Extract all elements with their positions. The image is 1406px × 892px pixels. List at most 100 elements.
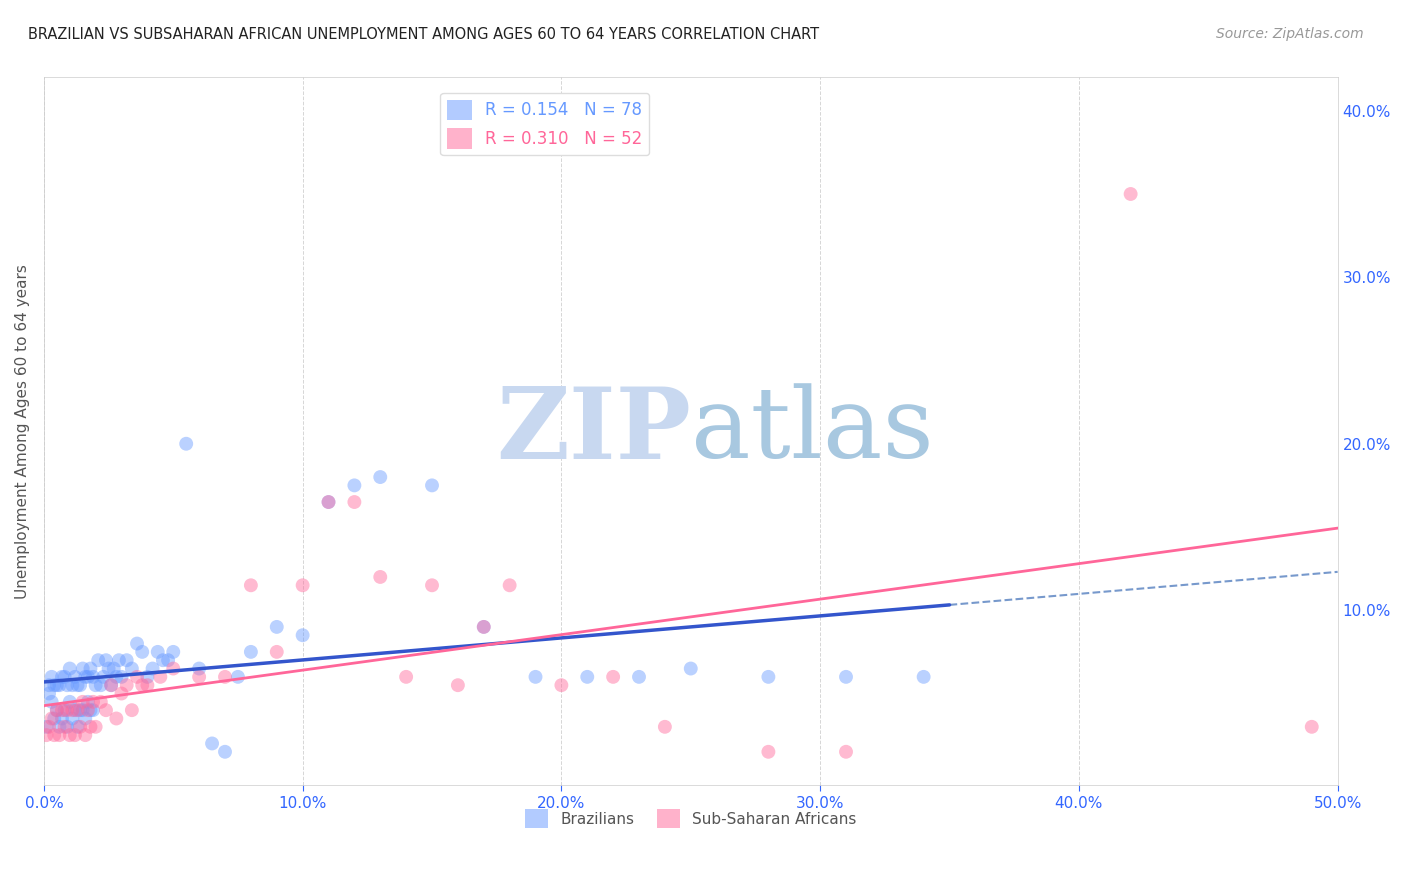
- Point: [679, 661, 702, 675]
- Point: [115, 678, 138, 692]
- Point: [201, 736, 224, 750]
- Point: [93, 670, 115, 684]
- Point: [60, 703, 83, 717]
- Text: Source: ZipAtlas.com: Source: ZipAtlas.com: [1216, 27, 1364, 41]
- Point: [69, 703, 91, 717]
- Text: atlas: atlas: [690, 384, 934, 479]
- Point: [103, 661, 125, 675]
- Point: [69, 678, 91, 692]
- Point: [912, 670, 935, 684]
- Point: [41, 711, 63, 725]
- Point: [53, 720, 76, 734]
- Point: [48, 678, 70, 692]
- Point: [72, 661, 94, 675]
- Point: [550, 678, 572, 692]
- Point: [125, 636, 148, 650]
- Point: [90, 695, 112, 709]
- Point: [41, 670, 63, 684]
- Point: [239, 578, 262, 592]
- Point: [108, 653, 131, 667]
- Point: [79, 720, 101, 734]
- Point: [75, 670, 97, 684]
- Point: [343, 478, 366, 492]
- Point: [63, 703, 86, 717]
- Point: [1301, 720, 1323, 734]
- Y-axis label: Unemployment Among Ages 60 to 64 years: Unemployment Among Ages 60 to 64 years: [15, 264, 30, 599]
- Point: [51, 670, 73, 684]
- Point: [66, 703, 89, 717]
- Point: [149, 670, 172, 684]
- Point: [56, 720, 79, 734]
- Point: [77, 670, 100, 684]
- Point: [44, 711, 66, 725]
- Point: [44, 678, 66, 692]
- Point: [84, 678, 107, 692]
- Point: [266, 620, 288, 634]
- Point: [602, 670, 624, 684]
- Point: [45, 703, 67, 717]
- Point: [152, 653, 174, 667]
- Point: [59, 661, 82, 675]
- Point: [38, 678, 60, 692]
- Point: [56, 678, 79, 692]
- Point: [131, 645, 153, 659]
- Point: [59, 728, 82, 742]
- Point: [131, 678, 153, 692]
- Point: [110, 670, 132, 684]
- Point: [498, 578, 520, 592]
- Point: [45, 678, 67, 692]
- Point: [97, 661, 120, 675]
- Point: [654, 720, 676, 734]
- Point: [48, 728, 70, 742]
- Point: [291, 628, 314, 642]
- Point: [53, 703, 76, 717]
- Point: [115, 653, 138, 667]
- Point: [82, 703, 104, 717]
- Point: [758, 745, 780, 759]
- Legend: Brazilians, Sub-Saharan Africans: Brazilians, Sub-Saharan Africans: [519, 803, 863, 834]
- Point: [174, 436, 197, 450]
- Point: [105, 670, 128, 684]
- Point: [60, 711, 83, 725]
- Point: [105, 711, 128, 725]
- Point: [51, 711, 73, 725]
- Text: BRAZILIAN VS SUBSAHARAN AFRICAN UNEMPLOYMENT AMONG AGES 60 TO 64 YEARS CORRELATI: BRAZILIAN VS SUBSAHARAN AFRICAN UNEMPLOY…: [28, 27, 820, 42]
- Point: [75, 711, 97, 725]
- Point: [82, 670, 104, 684]
- Point: [214, 670, 236, 684]
- Point: [63, 670, 86, 684]
- Point: [627, 670, 650, 684]
- Point: [44, 728, 66, 742]
- Point: [121, 661, 143, 675]
- Point: [136, 678, 159, 692]
- Point: [94, 653, 117, 667]
- Point: [59, 695, 82, 709]
- Point: [110, 686, 132, 700]
- Point: [162, 661, 184, 675]
- Point: [472, 620, 495, 634]
- Point: [835, 670, 858, 684]
- Point: [77, 703, 100, 717]
- Point: [136, 670, 159, 684]
- Point: [472, 620, 495, 634]
- Point: [420, 478, 443, 492]
- Point: [79, 661, 101, 675]
- Point: [395, 670, 418, 684]
- Point: [343, 495, 366, 509]
- Point: [75, 728, 97, 742]
- Point: [48, 720, 70, 734]
- Point: [368, 570, 391, 584]
- Text: ZIP: ZIP: [496, 383, 690, 480]
- Point: [94, 703, 117, 717]
- Point: [35, 720, 58, 734]
- Point: [146, 645, 169, 659]
- Point: [318, 495, 340, 509]
- Point: [447, 678, 470, 692]
- Point: [77, 695, 100, 709]
- Point: [41, 695, 63, 709]
- Point: [420, 578, 443, 592]
- Point: [157, 653, 180, 667]
- Point: [53, 670, 76, 684]
- Point: [38, 720, 60, 734]
- Point: [45, 703, 67, 717]
